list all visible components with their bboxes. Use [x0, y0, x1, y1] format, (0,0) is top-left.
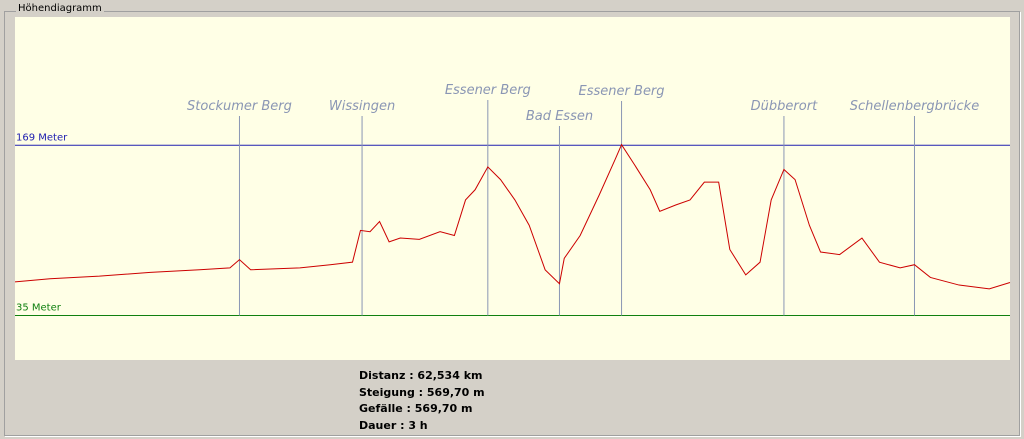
- landmark-label: Bad Essen: [526, 109, 593, 124]
- reference-label: 35 Meter: [16, 303, 62, 314]
- landmark-label: Essener Berg: [579, 84, 665, 99]
- stat-line: Dauer : 3 h: [359, 418, 428, 432]
- stat-line: Distanz : 62,534 km: [359, 369, 483, 382]
- group-title: Höhendiagramm: [16, 3, 104, 14]
- landmark-label: Dübberort: [751, 99, 818, 114]
- landmark-label: Essener Berg: [445, 83, 531, 98]
- stats: Distanz : 62,534 km Steigung : 569,70 m Ge…: [359, 368, 485, 434]
- landmark-label: Schellenbergbrücke: [850, 99, 979, 114]
- stat-line: Steigung : 569,70 m: [359, 385, 485, 399]
- reference-label: 169 Meter: [16, 132, 68, 143]
- plot-area: [15, 17, 1010, 360]
- group-box: [4, 11, 1020, 436]
- landmark-label: Stockumer Berg: [187, 99, 292, 114]
- elevation-line: [14, 143, 1011, 290]
- landmark-label: Wissingen: [329, 99, 395, 114]
- stat-line: Gefälle : 569,70 m: [359, 402, 473, 415]
